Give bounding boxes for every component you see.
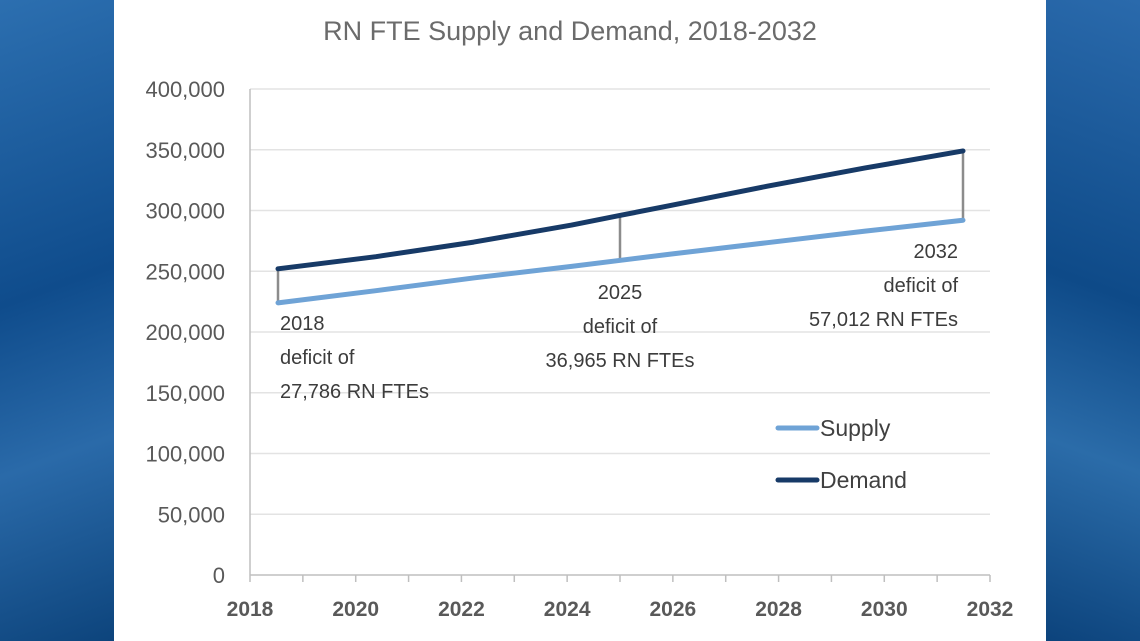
series-line-supply [275,217,966,306]
deficit-annotation-2032: deficit of [884,275,959,297]
y-tick-label: 0 [213,563,225,588]
x-tick-label: 2032 [967,598,1014,621]
x-tick-label: 2030 [861,598,908,621]
y-tick-label: 400,000 [145,77,225,102]
y-tick-label: 300,000 [145,199,225,224]
deficit-annotations: 2018 deficit of 27,786 RN FTEs 2025 deficit … [280,241,958,403]
legend-label-demand: Demand [820,467,907,493]
deficit-annotation-2032: 57,012 RN FTEs [809,309,958,331]
x-tick-label: 2018 [227,598,274,621]
deficit-annotation-2018: deficit of [280,347,355,369]
deficit-annotation-2025: deficit of [583,316,658,338]
x-tick-label: 2026 [649,598,696,621]
legend-label-supply: Supply [820,415,891,441]
deficit-annotation-2025: 2025 [598,282,643,304]
y-tick-label: 250,000 [145,259,225,284]
x-tick-label: 2020 [332,598,379,621]
deficit-annotation-2018: 2018 [280,313,325,335]
series-lines [275,148,966,306]
deficit-annotation-2018: 27,786 RN FTEs [280,381,429,403]
deficit-annotation-2025: 36,965 RN FTEs [546,350,695,372]
y-tick-label: 100,000 [145,442,225,467]
y-tick-label: 50,000 [158,502,225,527]
background-right-panel [1046,0,1140,641]
legend: Supply Demand [775,415,907,493]
axes [249,89,991,582]
chart-card [114,0,1046,641]
series-line-demand [275,148,966,272]
x-tick-label: 2028 [755,598,802,621]
chart-title: RN FTE Supply and Demand, 2018-2032 [323,16,817,46]
y-tick-label: 350,000 [145,138,225,163]
x-tick-label: 2022 [438,598,485,621]
deficit-markers [276,150,965,303]
x-tick-labels: 2018 2020 2022 2024 2026 2028 2030 2032 [227,598,1014,621]
y-tick-labels: 0 50,000 100,000 150,000 200,000 250,000 300,0… [145,77,225,588]
deficit-annotation-2032: 2032 [914,241,959,263]
y-tick-label: 200,000 [145,320,225,345]
y-tick-label: 150,000 [145,381,225,406]
gridlines [250,88,990,515]
x-tick-label: 2024 [544,598,591,621]
background-left-panel [0,0,114,641]
